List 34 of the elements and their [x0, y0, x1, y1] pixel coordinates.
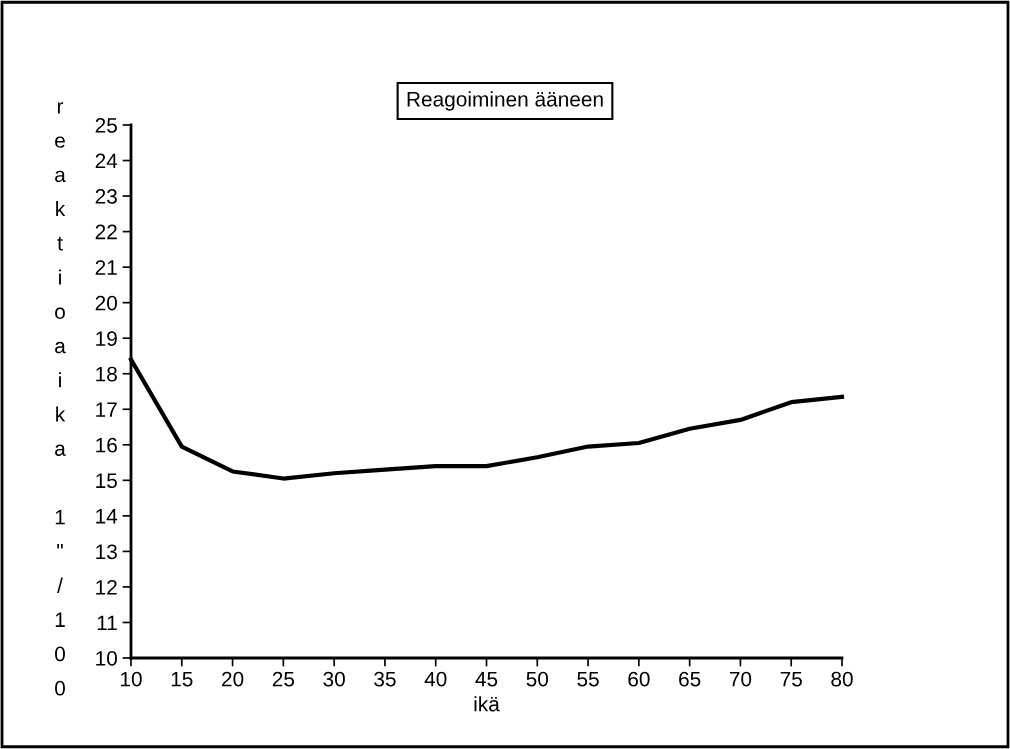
y-tick-label: 12	[96, 579, 117, 595]
y-tick-label: 20	[95, 295, 117, 311]
x-tick-label: 20	[222, 671, 244, 687]
x-tick-label: 80	[831, 671, 853, 687]
x-tick-label: 35	[374, 671, 396, 687]
y-tick-label: 25	[95, 118, 117, 133]
x-tick-label: 30	[323, 671, 345, 687]
y-tick-label: 23	[95, 189, 117, 204]
y-tick-label: 21	[95, 260, 117, 275]
y-tick-label: 15	[96, 473, 117, 489]
x-tick-label: 75	[780, 671, 802, 687]
y-tick-label: 13	[96, 544, 117, 560]
x-tick-label: 25	[272, 671, 295, 687]
y-tick-label: 19	[96, 331, 117, 346]
x-axis-title: ikä	[474, 696, 500, 712]
x-tick-label: 45	[475, 671, 498, 687]
x-tick-label: 10	[121, 671, 142, 687]
text: reaktioaika 1"/100	[55, 102, 66, 696]
x-tick-label: 40	[424, 671, 447, 687]
x-tick-label: 15	[171, 671, 193, 687]
y-tick-label: 22	[95, 224, 117, 240]
x-tick-label: 70	[729, 671, 752, 687]
y-tick-label: 16	[96, 437, 117, 453]
x-tick-label: 65	[679, 671, 701, 687]
y-tick-label: 24	[95, 153, 118, 169]
y-tick-label: 17	[96, 402, 117, 417]
y-tick-label: 18	[96, 366, 117, 382]
y-tick-label: 14	[96, 509, 118, 524]
x-tick-label: 55	[577, 671, 599, 687]
y-tick-label: 11	[97, 615, 117, 631]
x-tick-label: 60	[628, 671, 650, 687]
chart-title: Reagoiminen ääneen	[407, 91, 603, 111]
y-tick-label: 10	[96, 651, 117, 666]
x-tick-label: 50	[526, 671, 549, 687]
